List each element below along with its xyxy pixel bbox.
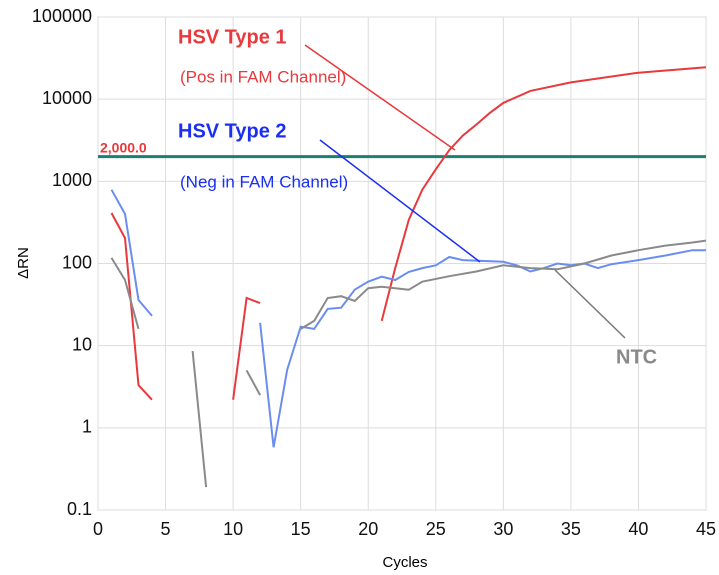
series-line xyxy=(110,212,153,401)
leader-line xyxy=(554,269,626,339)
series-line xyxy=(300,239,707,330)
series-line xyxy=(380,66,707,322)
series-line xyxy=(259,249,706,448)
annotation: HSV Type 1 xyxy=(178,26,287,48)
series-line xyxy=(110,189,153,317)
x-tick-label: 20 xyxy=(358,519,378,539)
annotation: (Neg in FAM Channel) xyxy=(180,172,348,191)
series-line xyxy=(245,369,261,396)
leader-line xyxy=(304,44,456,151)
annotation: HSV Type 2 xyxy=(178,120,287,142)
x-axis-label: Cycles xyxy=(382,554,427,571)
y-tick-label: 1 xyxy=(82,417,92,437)
y-tick-label: 1000 xyxy=(52,170,92,190)
threshold-label: 2,000.0 xyxy=(100,139,147,155)
x-tick-label: 35 xyxy=(561,519,581,539)
y-tick-label: 10 xyxy=(72,334,92,354)
x-tick-label: 40 xyxy=(628,519,648,539)
series-line xyxy=(191,350,208,488)
series-line xyxy=(110,257,140,330)
x-tick-label: 10 xyxy=(223,519,243,539)
leader-line xyxy=(319,139,481,263)
x-tick-label: 5 xyxy=(161,519,171,539)
x-tick-label: 15 xyxy=(291,519,311,539)
series-lines xyxy=(98,66,707,488)
series-line xyxy=(232,296,261,400)
x-tick-label: 30 xyxy=(493,519,513,539)
x-tick-label: 0 xyxy=(93,519,103,539)
y-tick-label: 100000 xyxy=(32,6,92,26)
y-axis-label: ΔRN xyxy=(15,247,32,279)
annotation: (Pos in FAM Channel) xyxy=(180,67,346,86)
y-tick-label: 100 xyxy=(62,252,92,272)
x-tick-label: 45 xyxy=(696,519,716,539)
annotation: NTC xyxy=(616,346,657,368)
y-tick-label: 0.1 xyxy=(67,499,92,519)
y-tick-label: 10000 xyxy=(42,88,92,108)
x-tick-label: 25 xyxy=(426,519,446,539)
